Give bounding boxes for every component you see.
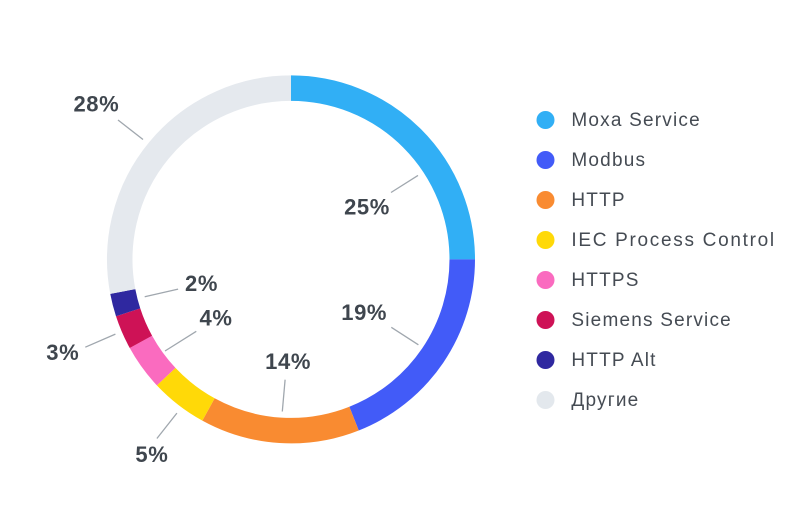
svg-text:28%: 28% — [73, 91, 119, 116]
svg-text:Moxa Service: Moxa Service — [571, 110, 701, 131]
svg-text:14%: 14% — [265, 349, 311, 374]
svg-text:HTTP Alt: HTTP Alt — [571, 350, 656, 371]
svg-text:2%: 2% — [185, 271, 218, 296]
svg-text:5%: 5% — [135, 442, 168, 467]
svg-text:HTTPS: HTTPS — [571, 270, 639, 291]
svg-text:19%: 19% — [341, 300, 387, 325]
svg-text:Modbus: Modbus — [571, 150, 646, 171]
svg-text:Другие: Другие — [571, 390, 639, 411]
svg-text:Siemens Service: Siemens Service — [571, 310, 732, 331]
svg-text:IEC Process Control: IEC Process Control — [571, 230, 775, 251]
svg-text:HTTP: HTTP — [571, 190, 625, 211]
svg-text:25%: 25% — [344, 194, 390, 219]
svg-text:4%: 4% — [200, 305, 233, 330]
svg-text:3%: 3% — [46, 340, 79, 365]
